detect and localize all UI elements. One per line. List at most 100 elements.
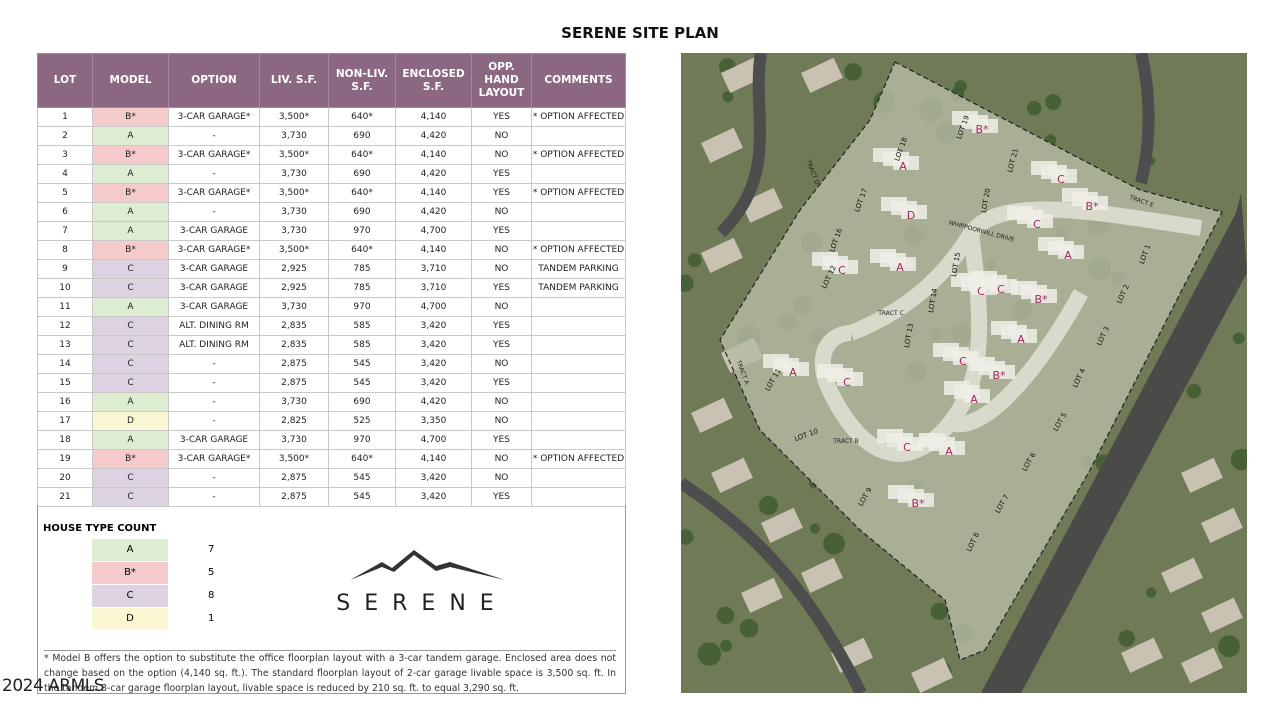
house-roof <box>741 187 783 223</box>
house-roof <box>720 57 763 93</box>
cell-option: 3-CAR GARAGE* <box>168 107 260 127</box>
lot-model: C <box>903 441 911 454</box>
lot-building <box>989 365 1015 379</box>
cell-option: - <box>168 373 260 393</box>
cell-enclosed: 4,140 <box>395 449 472 469</box>
cell-liv: 2,925 <box>259 259 329 279</box>
cell-lot: 20 <box>37 468 93 488</box>
table-row: 9 C 3-CAR GARAGE 2,925 785 3,710 NO TANDEM PARK… <box>37 259 626 279</box>
cell-model: A <box>92 430 169 450</box>
cell-nonliv: 690 <box>328 392 396 412</box>
cell-model: A <box>92 164 169 184</box>
count-value: 5 <box>208 567 215 578</box>
table-row: 19 B* 3-CAR GARAGE* 3,500* 640* 4,140 NO * OPTI… <box>37 449 626 469</box>
cell-nonliv: 690 <box>328 202 396 222</box>
column-header: NON-LIV. S.F. <box>328 53 396 108</box>
cell-enclosed: 4,420 <box>395 164 472 184</box>
cell-option: - <box>168 354 260 374</box>
cell-option: - <box>168 126 260 146</box>
lot-building <box>893 156 919 170</box>
cell-nonliv: 640* <box>328 145 396 165</box>
lot-model: A <box>1017 333 1025 346</box>
table-row: 15 C -2,875 545 3,420 YES <box>37 373 626 393</box>
cell-comments <box>531 468 626 488</box>
table-row: 6 A -3,730 690 4,420 NO <box>37 202 626 222</box>
house-roof <box>711 457 753 493</box>
cell-lot: 19 <box>37 449 93 469</box>
cell-liv: 3,730 <box>259 202 329 222</box>
lot-building <box>991 279 1017 293</box>
lot-model: C <box>1033 218 1041 231</box>
cell-liv: 3,730 <box>259 221 329 241</box>
cell-comments: * OPTION AFFECTED <box>531 240 626 260</box>
tree <box>758 495 778 516</box>
cell-opp: YES <box>471 107 532 127</box>
tree <box>1026 101 1042 116</box>
lot-building <box>964 389 990 403</box>
table-row: 18 A 3-CAR GARAGE 3,730 970 4,700 YES <box>37 430 626 450</box>
tree <box>1186 383 1202 399</box>
cell-model: C <box>92 373 169 393</box>
lot-building <box>1051 169 1077 183</box>
tree <box>722 91 734 103</box>
cell-liv: 3,730 <box>259 297 329 317</box>
cell-opp: NO <box>471 468 532 488</box>
cell-liv: 3,500* <box>259 240 329 260</box>
cell-opp: YES <box>471 487 532 507</box>
cell-lot: 21 <box>37 487 93 507</box>
tree <box>823 532 845 555</box>
cell-option: 3-CAR GARAGE* <box>168 145 260 165</box>
table-body: 1 B* 3-CAR GARAGE* 3,500* 640* 4,140 YES * OPTI… <box>37 107 626 507</box>
lot-model: C <box>1057 173 1065 186</box>
cell-lot: 3 <box>37 145 93 165</box>
count-value: 8 <box>208 590 215 601</box>
logo-mountain <box>350 550 505 580</box>
cell-nonliv: 690 <box>328 164 396 184</box>
cell-model: A <box>92 221 169 241</box>
summary-box <box>37 505 626 694</box>
tree <box>1232 332 1245 345</box>
cell-option: - <box>168 202 260 222</box>
cell-comments <box>531 297 626 317</box>
cell-opp: NO <box>471 411 532 431</box>
lot-building <box>901 205 927 219</box>
count-model: B* <box>92 562 168 584</box>
tree <box>697 642 722 666</box>
watermark: 2024 ARMLS <box>2 676 105 696</box>
cell-enclosed: 3,350 <box>395 411 472 431</box>
cell-nonliv: 640* <box>328 183 396 203</box>
cell-model: B* <box>92 240 169 260</box>
lot-building <box>1058 245 1084 259</box>
cell-nonliv: 970 <box>328 221 396 241</box>
cell-opp: NO <box>471 354 532 374</box>
cell-opp: NO <box>471 145 532 165</box>
cell-opp: YES <box>471 430 532 450</box>
cell-lot: 18 <box>37 430 93 450</box>
cell-comments: * OPTION AFFECTED <box>531 107 626 127</box>
tree <box>681 274 694 292</box>
cell-liv: 3,730 <box>259 430 329 450</box>
cell-enclosed: 3,710 <box>395 278 472 298</box>
tree <box>930 602 948 620</box>
house-roof <box>910 657 953 693</box>
lot-model: B* <box>1085 200 1099 213</box>
cell-comments <box>531 487 626 507</box>
house-roof <box>701 237 743 273</box>
cell-model: C <box>92 487 169 507</box>
site-road <box>814 201 1203 462</box>
cell-comments <box>531 316 626 336</box>
tract-label: TRACT C <box>877 310 904 317</box>
cell-option: ALT. DINING RM <box>168 316 260 336</box>
lot-building <box>939 441 965 455</box>
house-roof <box>1161 557 1203 593</box>
cell-enclosed: 4,700 <box>395 297 472 317</box>
cell-liv: 3,500* <box>259 107 329 127</box>
cell-lot: 4 <box>37 164 93 184</box>
lot-building <box>1031 289 1057 303</box>
cell-option: 3-CAR GARAGE* <box>168 449 260 469</box>
count-value: 1 <box>208 613 215 624</box>
cell-comments: * OPTION AFFECTED <box>531 183 626 203</box>
cell-comments <box>531 392 626 412</box>
cell-nonliv: 585 <box>328 335 396 355</box>
